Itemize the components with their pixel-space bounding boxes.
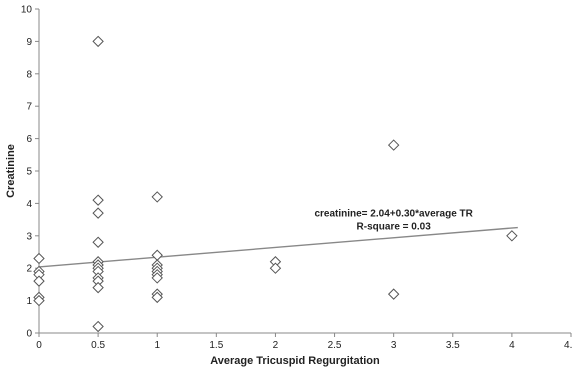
data-point-marker [92,320,104,333]
y-tick-label: 3 [26,231,32,242]
y-tick-label: 2 [26,264,32,275]
data-point-marker [92,236,104,248]
r-square-label: R-square = 0.03 [357,221,432,232]
x-tick-label: 3 [391,340,397,351]
data-points [33,35,518,333]
data-point-marker [92,194,104,206]
x-tick-label: 4 [509,340,515,351]
x-tick-label: 3.5 [446,340,460,351]
x-tick-label: 0.5 [91,340,105,351]
data-point-marker [92,281,104,294]
data-point-marker [387,139,400,151]
y-tick-label: 9 [26,37,32,48]
data-point-marker [151,272,163,284]
regression-equation-label: creatinine= 2.04+0.30*average TR [314,208,473,219]
x-tick-label: 1.5 [209,340,223,351]
data-point-marker [269,262,282,274]
data-point-marker [92,35,104,48]
y-tick-label: 8 [26,69,32,80]
x-tick-label: 2 [273,340,279,351]
y-tick-label: 5 [26,167,32,178]
y-tick-label: 10 [21,5,33,16]
data-point-marker [151,191,163,203]
x-tick-label: 2.5 [328,340,342,351]
x-axis-title: Average Tricuspid Regurgitation [210,355,380,367]
data-point-marker [33,294,45,307]
data-point-marker [92,207,104,219]
x-tick-label: 0 [36,340,42,351]
plot-area [38,9,571,334]
y-tick-label: 1 [26,296,32,307]
data-point-marker [33,252,45,265]
data-point-marker [151,291,163,304]
y-axis-ticks: 0 1 2 3 4 5 6 7 8 9 10 [21,5,39,340]
y-tick-label: 4 [26,199,32,210]
data-point-marker [151,249,163,261]
data-point-marker [387,288,400,300]
y-tick-label: 0 [26,329,32,340]
x-tick-label: 1 [154,340,160,351]
x-axis-ticks: 0 0.5 1 1.5 2 2.5 3 3.5 4 4.5 [36,333,572,351]
regression-line [38,226,518,268]
y-tick-label: 7 [26,102,32,113]
data-point-marker [506,230,518,242]
data-point-marker [33,275,45,287]
y-axis-title: Creatinine [5,144,17,198]
x-tick-label: 4.5 [564,340,572,351]
y-tick-label: 6 [26,134,32,145]
